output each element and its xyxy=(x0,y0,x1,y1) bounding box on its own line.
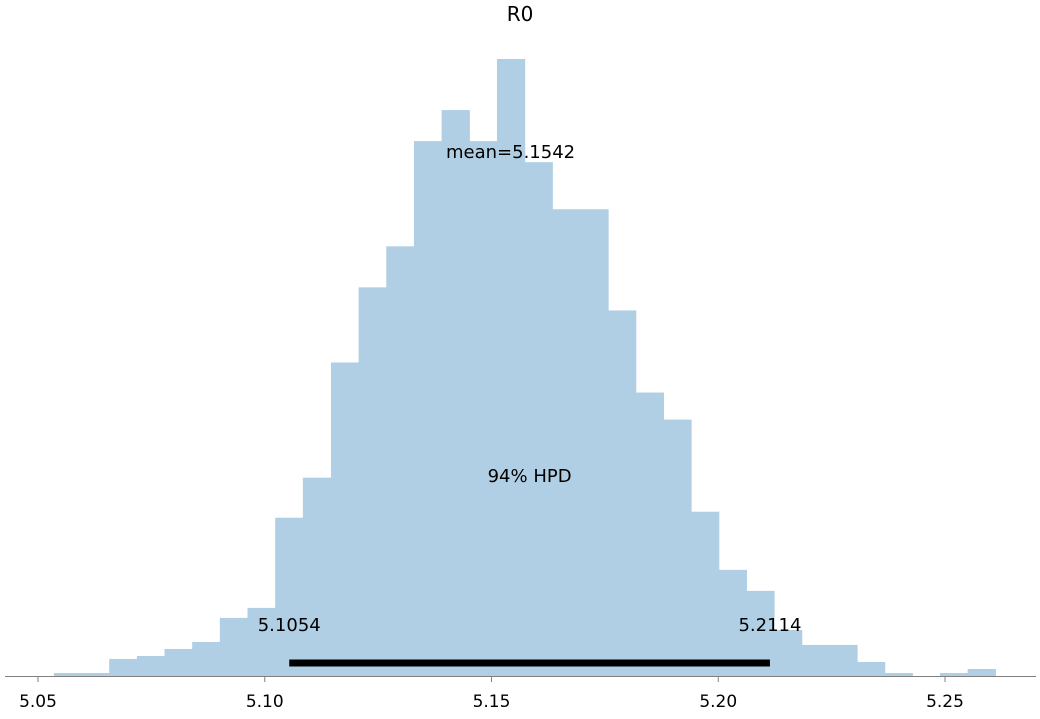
x-tick-label: 5.05 xyxy=(19,692,57,712)
histogram-bar xyxy=(302,477,332,676)
x-tick-label: 5.10 xyxy=(246,692,284,712)
histogram-bar xyxy=(53,673,110,676)
histogram-bar xyxy=(940,673,969,676)
histogram-bar xyxy=(413,141,443,676)
histogram-bar xyxy=(275,517,304,676)
histogram-bar xyxy=(330,362,360,676)
histogram-bar xyxy=(247,607,276,676)
hpd-low-value-label: 5.1054 xyxy=(258,615,321,636)
histogram-bar xyxy=(774,629,803,676)
histogram-bar xyxy=(164,648,193,676)
histogram-bar xyxy=(441,110,470,676)
x-tick-label: 5.15 xyxy=(473,692,511,712)
histogram-bar xyxy=(718,569,747,676)
histogram-bar xyxy=(524,162,553,677)
histogram-bar xyxy=(663,419,692,676)
chart-title: R0 xyxy=(507,2,534,26)
histogram-bar xyxy=(635,392,664,676)
hpd-label: 94% HPD xyxy=(488,466,572,487)
histogram-bar xyxy=(857,661,886,676)
histogram-bar xyxy=(608,310,637,676)
histogram-bar xyxy=(496,59,526,676)
histogram-bar xyxy=(386,246,415,677)
histogram-bar xyxy=(136,655,166,676)
x-tick-label: 5.20 xyxy=(699,692,737,712)
histogram-bar xyxy=(109,658,138,676)
hpd-high-value-label: 5.2114 xyxy=(738,615,801,636)
histogram-bar xyxy=(469,141,498,676)
mean-label: mean=5.1542 xyxy=(446,142,575,163)
x-axis-ticks: 5.05 5.10 5.15 5.20 5.25 xyxy=(19,676,964,712)
histogram-bar xyxy=(552,209,609,677)
histogram-bar xyxy=(801,644,858,676)
histogram-bar xyxy=(219,617,249,676)
histogram-bar xyxy=(358,287,387,676)
histogram-bars xyxy=(53,59,996,677)
histogram-bar xyxy=(192,641,221,676)
histogram-bar xyxy=(967,668,996,676)
histogram-bar xyxy=(691,511,720,676)
x-tick-label: 5.25 xyxy=(926,692,964,712)
histogram-bar xyxy=(884,673,913,676)
